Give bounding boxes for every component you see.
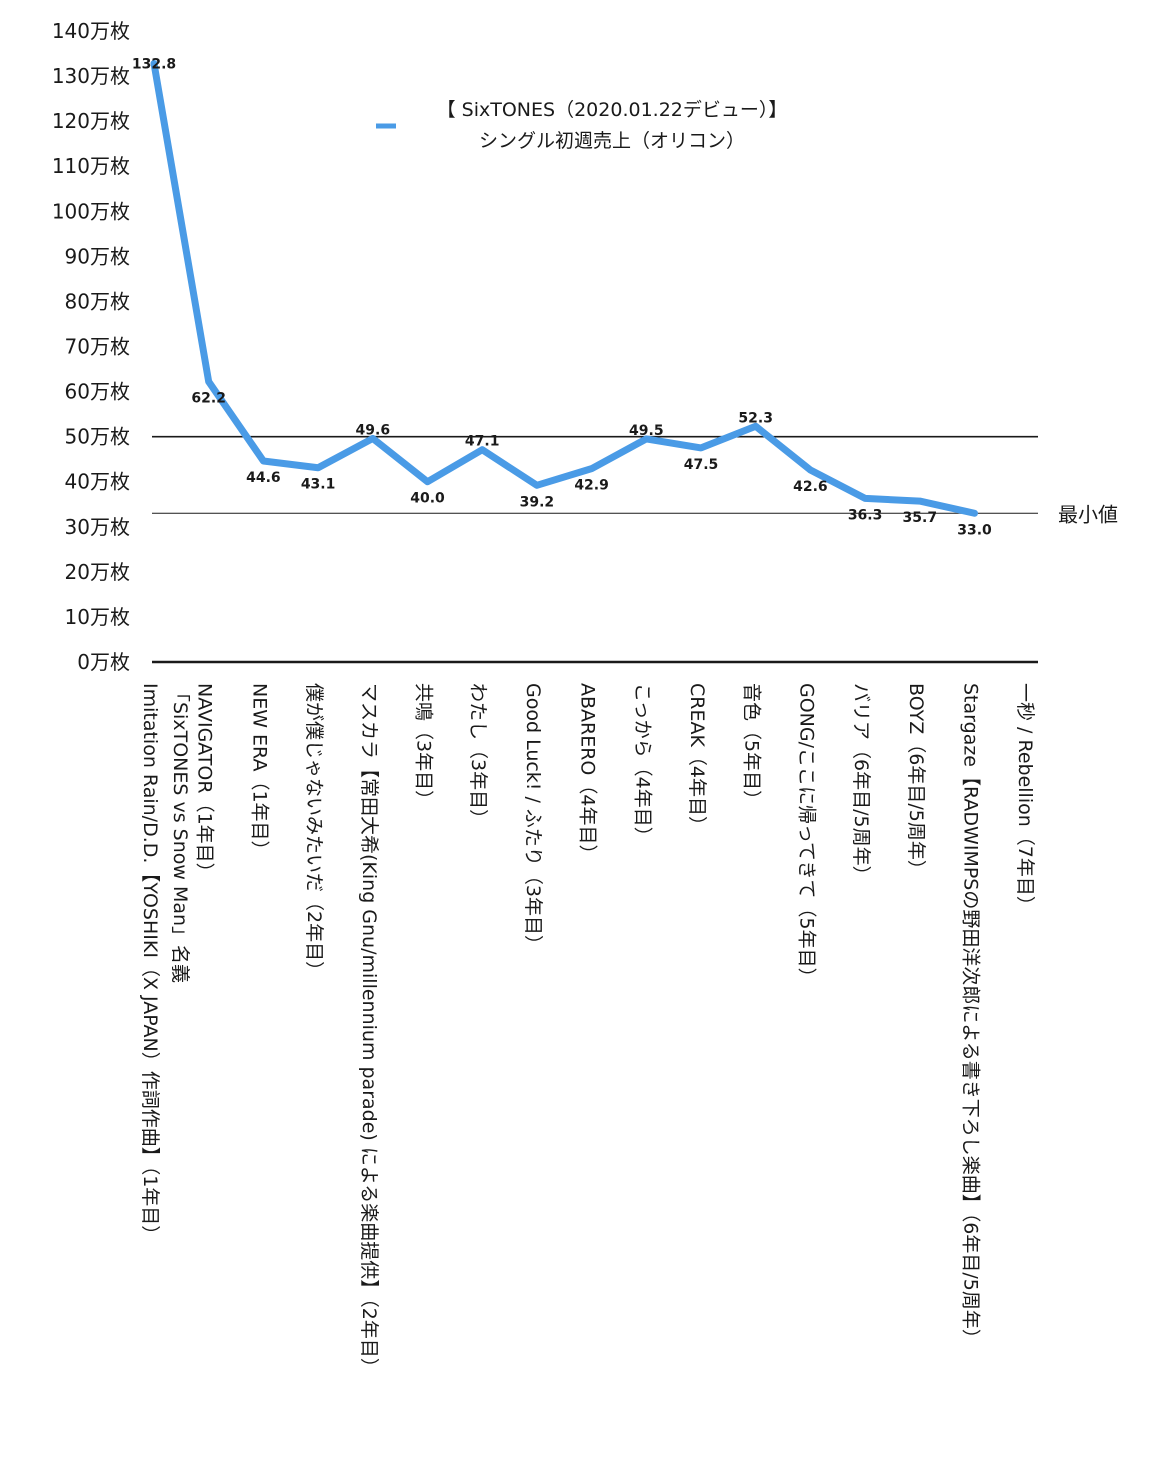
y-tick-label: 30万枚 xyxy=(65,515,130,539)
x-tick-label: 音色（5年目） xyxy=(741,683,763,809)
x-tick-label: BOYZ（6年目/5周年） xyxy=(905,683,927,879)
x-tick-label: バリア（6年目/5周年） xyxy=(850,683,872,885)
x-tick-label: わたし（3年目） xyxy=(467,683,489,828)
x-tick-label: ABARERO（4年目） xyxy=(577,683,599,863)
y-tick-label: 110万枚 xyxy=(52,154,130,178)
y-tick-label: 50万枚 xyxy=(65,425,130,449)
x-tick-label: NAVIGATOR（1年目） xyxy=(194,683,216,882)
data-point xyxy=(752,423,759,430)
y-tick-label: 10万枚 xyxy=(65,605,130,629)
data-label: 47.1 xyxy=(465,434,500,450)
data-label: 40.0 xyxy=(410,491,445,507)
x-tick-label: こっから（4年目） xyxy=(631,683,653,846)
x-tick-label: 一秒 / Rebellion（7年目） xyxy=(1014,683,1036,915)
data-point xyxy=(971,510,978,517)
x-tick-label: CREAK（4年目） xyxy=(686,683,708,835)
y-tick-label: 130万枚 xyxy=(52,64,130,88)
data-label: 49.6 xyxy=(356,422,391,438)
y-tick-label: 20万枚 xyxy=(65,560,130,584)
y-tick-label: 140万枚 xyxy=(52,19,130,43)
data-point xyxy=(698,444,704,451)
y-tick-label: 0万枚 xyxy=(77,650,130,674)
y-tick-label: 60万枚 xyxy=(65,380,130,404)
data-point xyxy=(807,466,814,473)
y-axis: 0万枚 10万枚 20万枚 30万枚 40万枚 50万枚 60万枚 70万枚 80万枚 90万枚 1… xyxy=(52,19,130,674)
legend-line-2: シングル初週売上（オリコン） xyxy=(479,130,745,152)
data-point xyxy=(533,482,540,489)
data-label: 132.8 xyxy=(132,56,176,72)
data-label: 42.9 xyxy=(574,478,609,494)
data-label: 62.2 xyxy=(191,391,226,407)
data-point xyxy=(862,495,869,502)
legend-line-1: 【 SixTONES（2020.01.22デビュー）】 xyxy=(437,99,788,121)
x-tick-label: Stargaze【RADWIMPSの野田洋次郎による書き下ろし楽曲】（6年目/5… xyxy=(960,683,982,1348)
x-tick-label: 僕が僕じゃないみたいだ（2年目） xyxy=(303,683,325,980)
y-tick-label: 120万枚 xyxy=(52,109,130,133)
reference-line-label: 最小値 xyxy=(1058,502,1118,526)
x-tick-label: 「SixTONES vs Snow Man」名義 xyxy=(169,683,191,983)
x-tick-label: 共鳴（3年目） xyxy=(413,683,435,809)
series-line xyxy=(150,59,978,517)
series-layer xyxy=(150,59,978,517)
data-labels: 132.8 62.2 44.6 43.1 49.6 40.0 47.1 39.2 42.9 49.… xyxy=(132,56,992,538)
data-label: 36.3 xyxy=(848,507,883,523)
data-point xyxy=(151,60,157,67)
data-label: 33.0 xyxy=(957,522,992,538)
x-tick-label: GONG/ここに帰ってきて（5年目） xyxy=(795,683,817,987)
data-point xyxy=(588,465,595,472)
data-label: 49.5 xyxy=(629,423,664,439)
y-tick-label: 70万枚 xyxy=(65,335,130,359)
data-point xyxy=(916,498,923,505)
data-point xyxy=(479,446,486,453)
reference-lines: 最小値 xyxy=(152,435,1118,664)
x-tick-label: Good Luck! / ふたり（3年目） xyxy=(522,683,544,954)
data-point xyxy=(315,464,322,471)
data-label: 47.5 xyxy=(684,457,719,473)
y-tick-label: 90万枚 xyxy=(65,244,130,268)
data-point xyxy=(205,378,212,385)
data-label: 35.7 xyxy=(903,510,938,526)
x-tick-label: NEW ERA（1年目） xyxy=(248,683,270,860)
y-tick-label: 80万枚 xyxy=(65,289,130,313)
data-point xyxy=(369,435,376,442)
data-label: 44.6 xyxy=(246,470,281,486)
x-axis: Imitation Rain/D.D.【YOSHIKI（X JAPAN）作詞作曲… xyxy=(139,683,1036,1377)
y-tick-label: 40万枚 xyxy=(65,470,130,494)
x-tick-label: マスカラ【常田大希(King Gnu/millennium parade) によ… xyxy=(358,683,380,1377)
y-tick-label: 100万枚 xyxy=(52,199,130,223)
data-label: 52.3 xyxy=(738,410,773,426)
data-label: 42.6 xyxy=(793,479,828,495)
data-label: 39.2 xyxy=(520,494,555,510)
legend: 【 SixTONES（2020.01.22デビュー）】 シングル初週売上（オリコ… xyxy=(376,99,787,152)
x-tick-label: Imitation Rain/D.D.【YOSHIKI（X JAPAN）作詞作曲… xyxy=(139,683,161,1244)
data-point xyxy=(424,478,431,485)
data-point xyxy=(643,435,650,442)
data-label: 43.1 xyxy=(301,477,336,493)
data-point xyxy=(260,457,267,464)
